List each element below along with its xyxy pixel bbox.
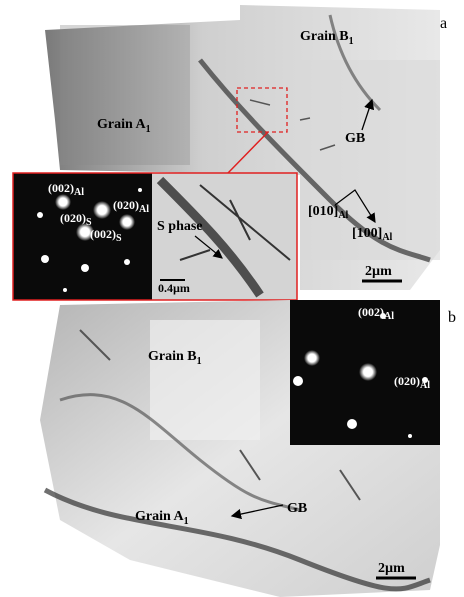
phase-label: S phase	[157, 219, 203, 234]
scale-label: 2µm	[378, 561, 405, 576]
scale-label: 2µm	[365, 264, 392, 279]
page: a Grain B1 Grain A1 GB [010]Al [100]Al 2…	[0, 0, 464, 597]
panel-label: a	[440, 15, 447, 32]
panel-label: b	[448, 309, 456, 326]
scale-label: 0.4µm	[158, 281, 190, 295]
figure: a Grain B1 Grain A1 GB [010]Al [100]Al 2…	[0, 0, 464, 597]
gb-label: GB	[287, 501, 307, 516]
gb-label: GB	[345, 131, 365, 146]
